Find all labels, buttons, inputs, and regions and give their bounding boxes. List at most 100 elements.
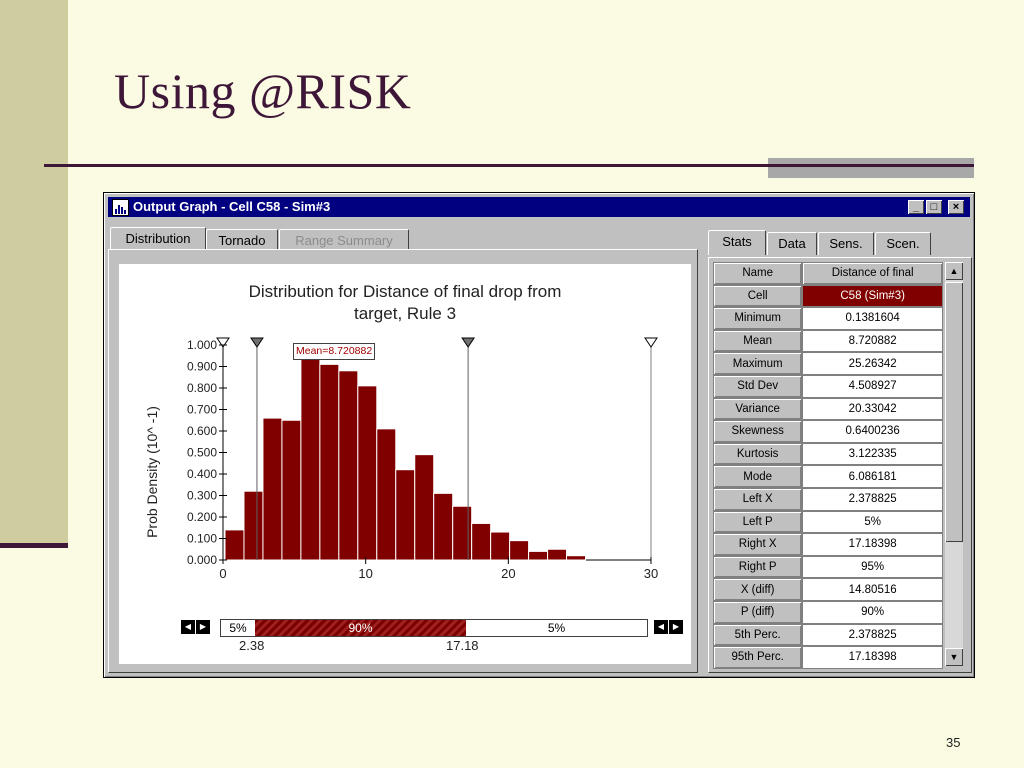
histogram-bar: [395, 469, 416, 561]
tab-scen[interactable]: Scen.: [875, 232, 931, 255]
stats-row-value[interactable]: 14.80516: [802, 578, 943, 601]
stats-row[interactable]: Kurtosis 3.122335: [713, 442, 943, 466]
stats-row-value[interactable]: 3.122335: [802, 442, 943, 466]
close-button[interactable]: ×: [948, 200, 964, 214]
stats-row-label: Skewness: [713, 420, 803, 443]
stats-row[interactable]: Maximum 25.26342: [713, 352, 943, 375]
stats-row-value[interactable]: 4.508927: [802, 374, 943, 398]
stats-row-value[interactable]: 8.720882: [802, 329, 943, 353]
stats-row-label: Left X: [713, 487, 803, 511]
range-right-pct: 5%: [547, 621, 566, 635]
stats-row[interactable]: X (diff) 14.80516: [713, 578, 943, 601]
stats-row-value[interactable]: 25.26342: [802, 352, 943, 375]
left-marker-left-arrow[interactable]: ◀: [181, 620, 195, 634]
stats-scrollbar[interactable]: ▲ ▼: [945, 262, 963, 666]
stats-row-label: Mean: [713, 329, 803, 353]
output-graph-window: Output Graph - Cell C58 - Sim#3 _ □ × Di…: [103, 192, 975, 678]
y-tick-label: 1.000: [187, 338, 217, 352]
scroll-up-icon[interactable]: ▲: [945, 262, 963, 280]
histogram-bar: [509, 540, 530, 561]
stats-row[interactable]: Right P 95%: [713, 555, 943, 579]
tab-data[interactable]: Data: [767, 232, 817, 255]
stats-row-label: X (diff): [713, 578, 803, 601]
right-marker-left-arrow[interactable]: ◀: [654, 620, 668, 634]
stats-row[interactable]: Right X 17.18398: [713, 533, 943, 556]
stats-row-label: Left P: [713, 510, 803, 534]
tab-stats[interactable]: Stats: [708, 230, 766, 255]
x-tick-label: 30: [644, 566, 658, 581]
stats-row-value[interactable]: 5%: [802, 510, 943, 534]
stats-row-value[interactable]: C58 (Sim#3): [802, 284, 943, 308]
window-titlebar[interactable]: Output Graph - Cell C58 - Sim#3 _ □ ×: [108, 197, 970, 217]
histogram-bar: [433, 492, 454, 561]
stats-row[interactable]: Mode 6.086181: [713, 465, 943, 488]
x-tick-label: 10: [358, 566, 372, 581]
stats-row[interactable]: Skewness 0.6400236: [713, 420, 943, 443]
range-left-value: 2.38: [239, 638, 265, 653]
stats-row[interactable]: P (diff) 90%: [713, 600, 943, 624]
left-marker-right-arrow[interactable]: ▶: [196, 620, 210, 634]
histogram-bar: [281, 419, 302, 561]
histogram-bar: [414, 454, 435, 561]
maximize-button[interactable]: □: [926, 200, 942, 214]
range-left-pct: 5%: [229, 621, 247, 635]
tab-sens[interactable]: Sens.: [818, 232, 874, 255]
stats-row[interactable]: Variance 20.33042: [713, 397, 943, 421]
histogram-bar: [528, 550, 549, 561]
chart-title-line-2: target, Rule 3: [353, 304, 457, 323]
stats-row-value[interactable]: 0.6400236: [802, 420, 943, 443]
stats-row[interactable]: Mean 8.720882: [713, 329, 943, 353]
stats-row-value[interactable]: 17.18398: [802, 533, 943, 556]
scroll-thumb[interactable]: [945, 282, 963, 542]
distribution-panel: Distribution for Distance of final drop …: [108, 249, 698, 673]
minimize-icon: _: [912, 201, 920, 213]
stats-row-value[interactable]: 2.378825: [802, 623, 943, 647]
range-end-marker: [644, 337, 658, 348]
stats-row-value[interactable]: 90%: [802, 600, 943, 624]
histogram-bar: [547, 548, 568, 561]
stats-row-label: P (diff): [713, 600, 803, 624]
title-rule-accent: [768, 158, 974, 178]
right-marker-right-arrow[interactable]: ▶: [669, 620, 683, 634]
left-x-marker: [250, 337, 264, 348]
stats-row-value[interactable]: 95%: [802, 555, 943, 579]
stats-row-value[interactable]: 17.18398: [802, 646, 943, 669]
stats-row[interactable]: 5th Perc. 2.378825: [713, 623, 943, 647]
window-title: Output Graph - Cell C58 - Sim#3: [133, 199, 331, 214]
histogram-bar: [319, 363, 340, 561]
histogram-bar: [357, 385, 378, 561]
stats-row[interactable]: Minimum 0.1381604: [713, 307, 943, 330]
histogram-bar: [300, 350, 321, 561]
stats-row-label: 95th Perc.: [713, 646, 803, 669]
stats-row[interactable]: Left P 5%: [713, 510, 943, 534]
histogram-bar: [376, 428, 397, 561]
range-start-marker: [216, 337, 230, 348]
histogram-bar: [338, 370, 359, 561]
tab-distribution[interactable]: Distribution: [110, 227, 206, 252]
minimize-button[interactable]: _: [908, 200, 924, 214]
y-tick-label: 0.300: [187, 489, 217, 503]
stats-row-label: 5th Perc.: [713, 623, 803, 647]
x-tick-label: 20: [501, 566, 515, 581]
y-tick-label: 0.900: [187, 360, 217, 374]
stats-row-label: Mode: [713, 465, 803, 488]
range-bar[interactable]: 5% 90% 5%: [220, 619, 648, 637]
stats-row[interactable]: Left X 2.378825: [713, 487, 943, 511]
stats-row-value[interactable]: 0.1381604: [802, 307, 943, 330]
stats-row[interactable]: 95th Perc. 17.18398: [713, 646, 943, 669]
slide-sidebar: [0, 0, 68, 548]
stats-header-label: Name: [713, 262, 803, 285]
stats-row-value[interactable]: 2.378825: [802, 487, 943, 511]
y-tick-label: 0.500: [187, 446, 217, 460]
sidebar-rule: [0, 543, 68, 548]
stats-row[interactable]: Std Dev 4.508927: [713, 374, 943, 398]
stats-row[interactable]: Cell C58 (Sim#3): [713, 284, 943, 308]
y-tick-label: 0.000: [187, 553, 217, 567]
tab-tornado[interactable]: Tornado: [206, 229, 278, 252]
scroll-down-icon[interactable]: ▼: [945, 648, 963, 666]
stats-row-label: Minimum: [713, 307, 803, 330]
tab-range-summary[interactable]: Range Summary: [279, 229, 409, 252]
stats-row-value[interactable]: 20.33042: [802, 397, 943, 421]
stats-row-value[interactable]: 6.086181: [802, 465, 943, 488]
stats-header-row: Name Distance of final: [713, 262, 943, 285]
